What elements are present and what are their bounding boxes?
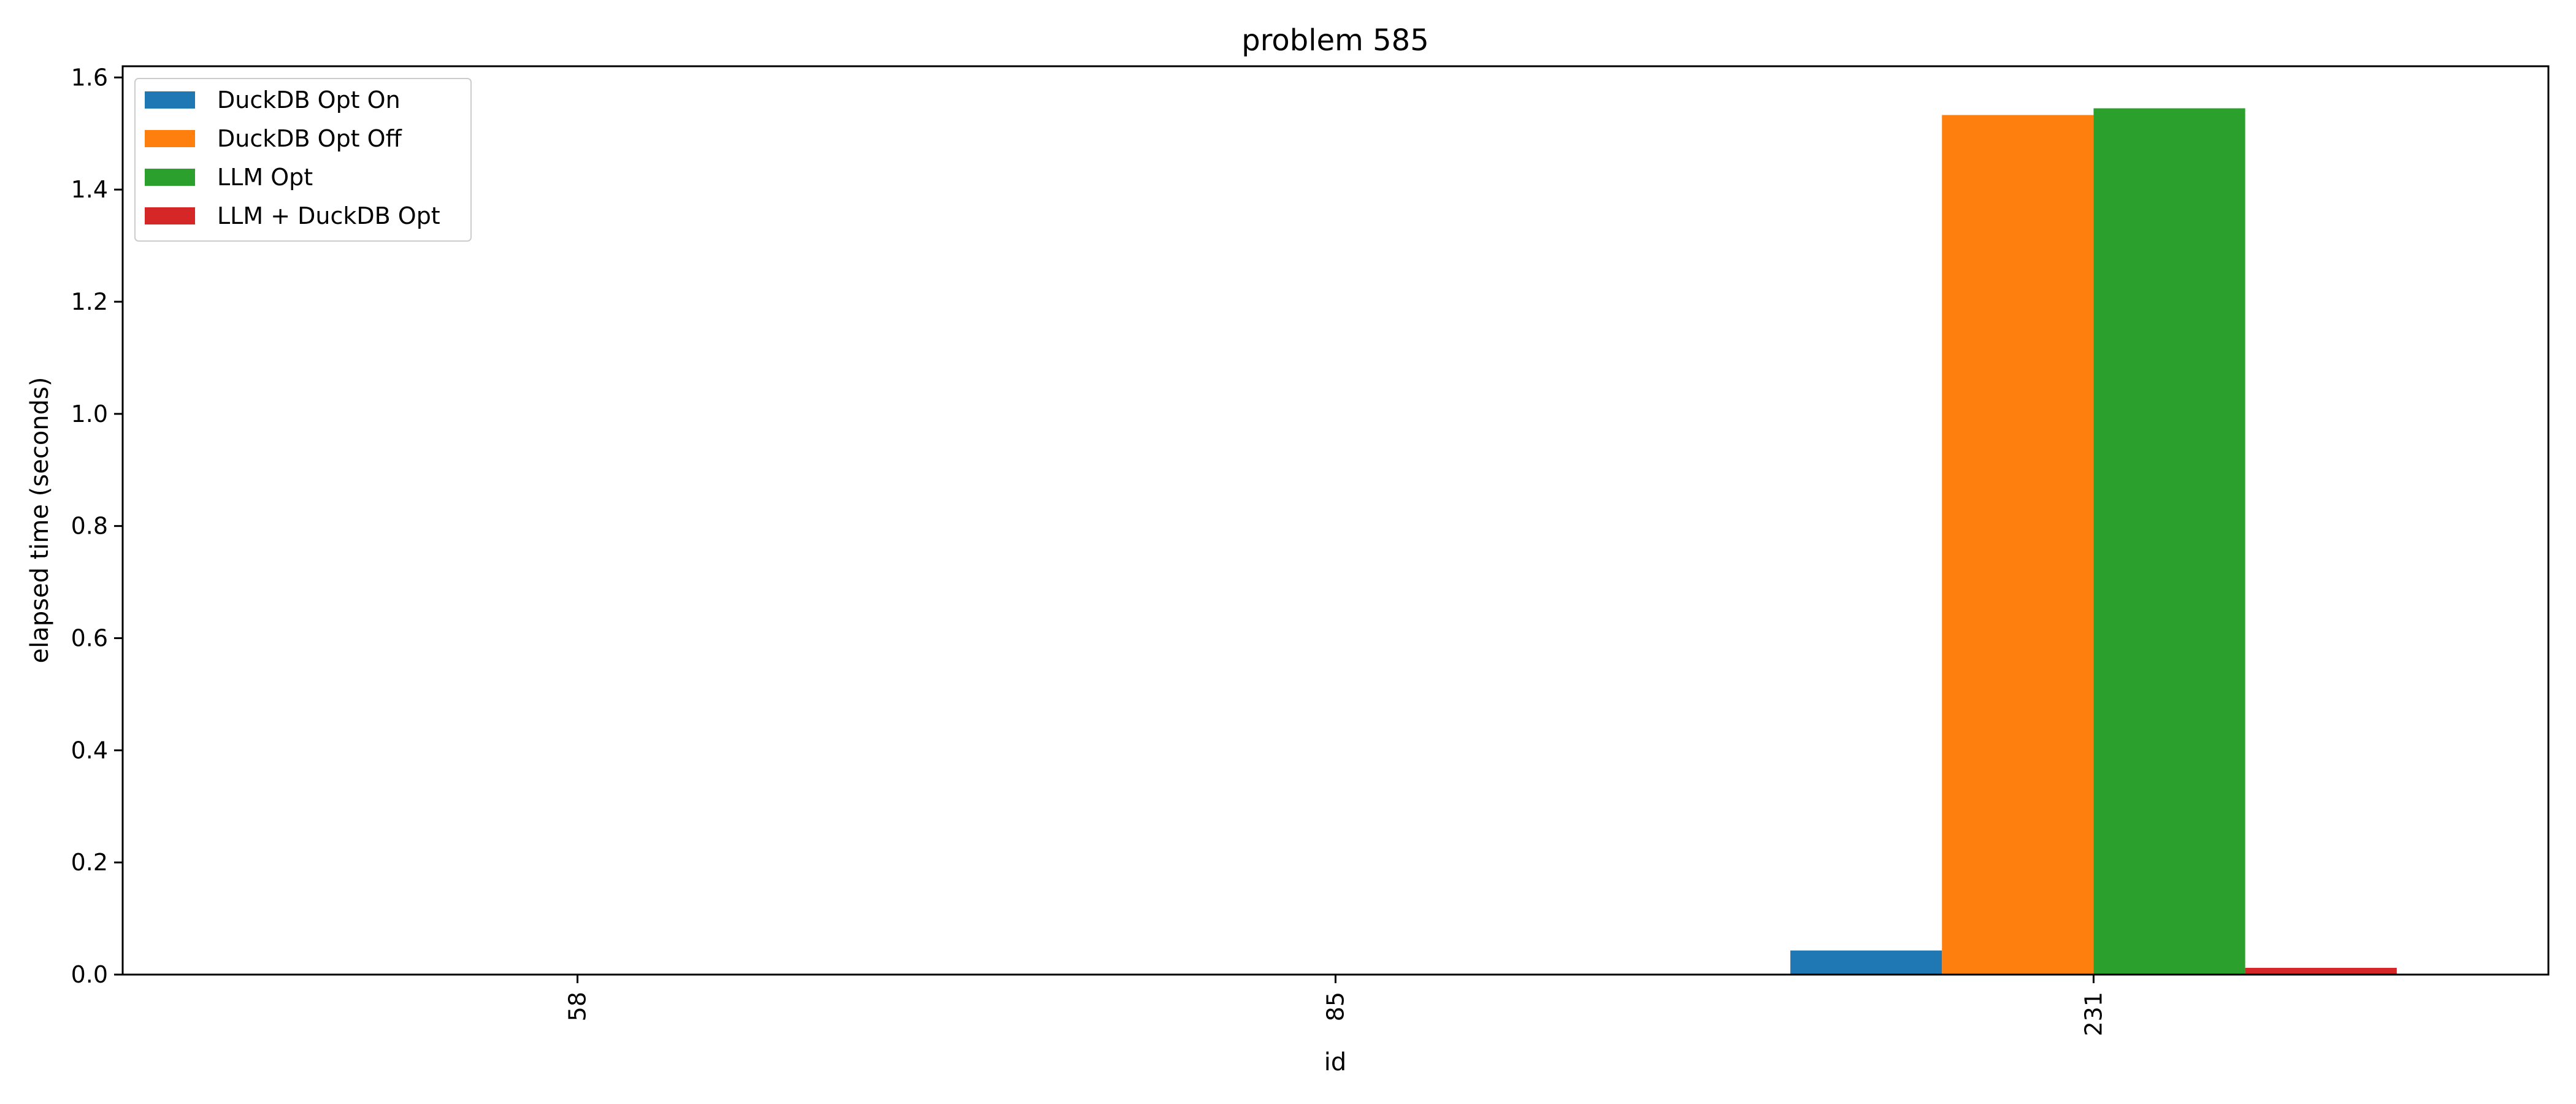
- y-tick-label: 0.6: [71, 624, 108, 651]
- y-tick-label: 0.0: [71, 961, 108, 988]
- bar: [1790, 950, 1942, 975]
- x-axis-label: id: [1324, 1048, 1347, 1076]
- legend-swatch: [145, 207, 195, 224]
- y-tick-label: 1.4: [71, 176, 108, 203]
- legend-box: [134, 78, 472, 242]
- x-axis: 58 85 231: [564, 975, 2107, 1037]
- y-tick-label: 1.0: [71, 401, 108, 427]
- bar: [2093, 108, 2245, 975]
- bars-group: [1790, 108, 2397, 975]
- legend-label: LLM + DuckDB Opt: [217, 202, 440, 229]
- legend-swatch: [145, 130, 195, 147]
- legend-label: DuckDB Opt On: [217, 86, 401, 113]
- x-tick-label: 231: [2080, 992, 2107, 1037]
- legend-swatch: [145, 91, 195, 109]
- y-tick-label: 0.2: [71, 849, 108, 876]
- bar: [1942, 115, 2094, 975]
- y-tick-label: 1.2: [71, 288, 108, 315]
- y-axis-label: elapsed time (seconds): [26, 377, 54, 664]
- y-tick-label: 1.6: [71, 64, 108, 91]
- bar: [2245, 968, 2397, 975]
- legend-label: LLM Opt: [217, 164, 313, 191]
- y-tick-label: 0.8: [71, 513, 108, 540]
- chart-title: problem 585: [1241, 23, 1428, 58]
- y-axis: 0.0 0.2 0.4 0.6 0.8 1.0 1.2 1.4 1.6: [71, 64, 123, 988]
- legend-swatch: [145, 169, 195, 186]
- legend-label: DuckDB Opt Off: [217, 125, 402, 152]
- legend: DuckDB Opt On DuckDB Opt Off LLM Opt LLM + …: [134, 78, 472, 242]
- x-tick-label: 58: [564, 992, 591, 1021]
- x-tick-label: 85: [1322, 992, 1349, 1021]
- y-tick-label: 0.4: [71, 737, 108, 764]
